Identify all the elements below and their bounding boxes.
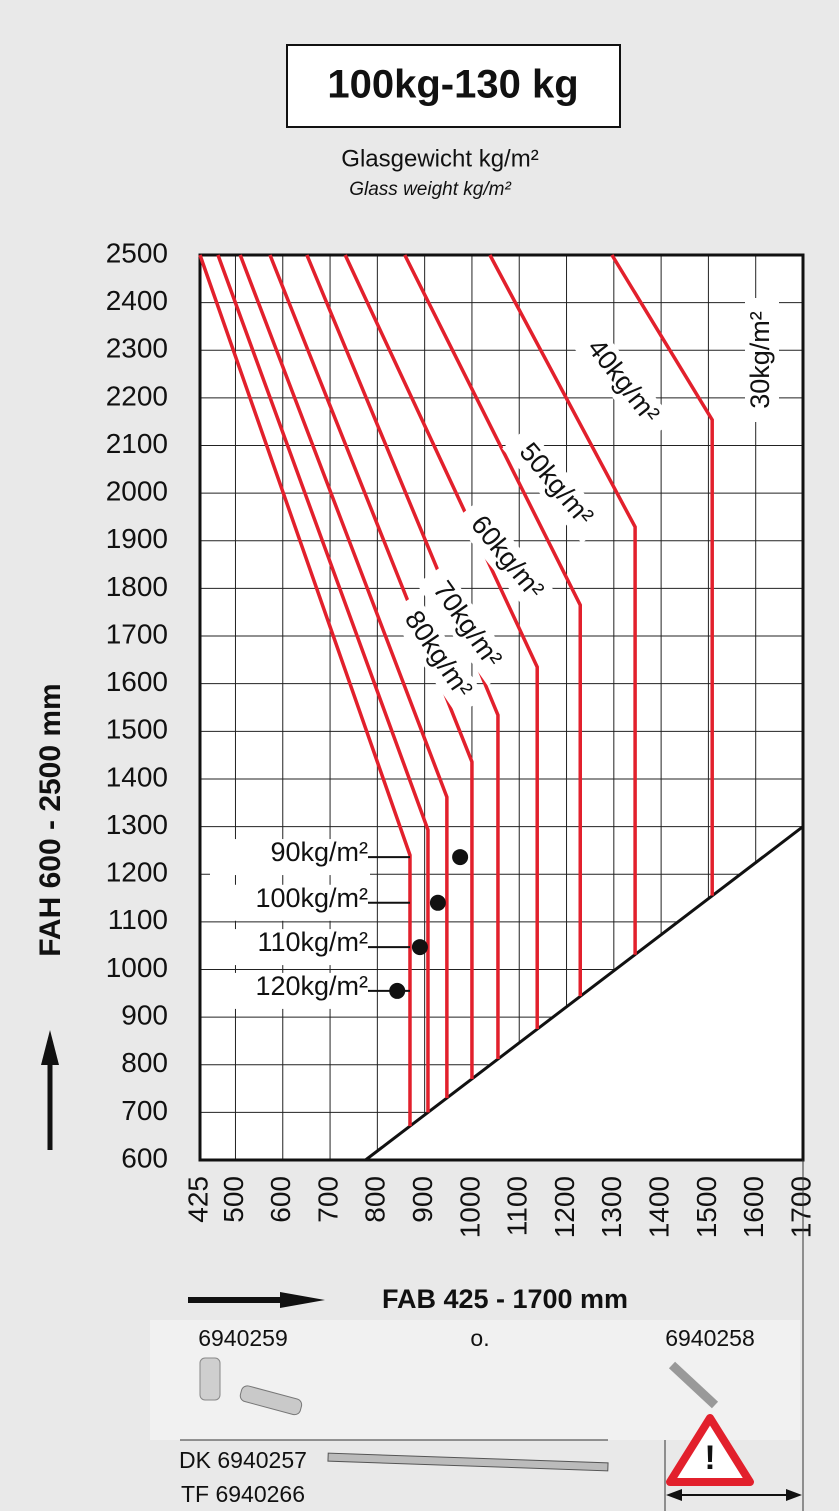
- warning-mark: !: [704, 1439, 715, 1477]
- y-tick-label: 1800: [106, 571, 168, 602]
- label-bg: [745, 298, 779, 422]
- curve: [268, 254, 474, 1080]
- subtitle: Glasgewicht kg/m²: [341, 145, 538, 172]
- x-tick-label: 500: [218, 1176, 249, 1223]
- curve: [198, 254, 412, 1127]
- y-tick-label: 1600: [106, 666, 168, 697]
- y-tick-label: 600: [121, 1142, 168, 1173]
- y-tick-label: 2000: [106, 476, 168, 507]
- point-label: 90kg/m²: [270, 837, 368, 867]
- boundary-line: [364, 825, 804, 1162]
- point: [429, 894, 446, 911]
- x-tick-label: 1300: [596, 1176, 627, 1238]
- y-tick-label: 1200: [106, 857, 168, 888]
- curve: [305, 254, 500, 1060]
- subtitle-en: Glass weight kg/m²: [349, 179, 511, 200]
- point: [452, 849, 469, 866]
- y-tick-label: 1500: [106, 714, 168, 745]
- y-tick-label: 1000: [106, 952, 168, 983]
- curve: [343, 254, 539, 1030]
- screw-icon: [668, 1361, 719, 1409]
- chart-title: 100kg-130 kg: [327, 63, 578, 107]
- label-bg: [210, 884, 370, 921]
- y-tick-label: 1400: [106, 761, 168, 792]
- y-tick-label: 2200: [106, 380, 168, 411]
- label-bg: [502, 426, 608, 544]
- y-tick-label: 2300: [106, 333, 168, 364]
- dimension-arrow-head: [786, 1489, 802, 1501]
- x-tick-label: 1000: [454, 1176, 485, 1238]
- label-bg: [210, 972, 370, 1009]
- point-label: 120kg/m²: [255, 971, 368, 1001]
- x-tick-label: 1400: [644, 1176, 675, 1238]
- y-tick-label: 1100: [108, 904, 168, 935]
- curve: [610, 254, 714, 896]
- x-tick-label: 600: [265, 1176, 296, 1223]
- rod-icon: [327, 1452, 609, 1472]
- curve-label: 30kg/m²: [745, 311, 775, 409]
- x-axis-label: FAB 425 - 1700 mm: [382, 1284, 628, 1314]
- x-arrow-head: [280, 1292, 325, 1308]
- part-code: TF 6940266: [181, 1481, 305, 1507]
- sleeve-icon: [199, 1357, 221, 1401]
- x-tick-label: 1600: [738, 1176, 769, 1238]
- y-tick-label: 800: [121, 1047, 168, 1078]
- y-tick-label: 1300: [106, 809, 168, 840]
- y-tick-label: 1900: [106, 523, 168, 554]
- x-tick-label: 800: [360, 1176, 391, 1223]
- curve: [238, 254, 449, 1099]
- point: [411, 939, 428, 956]
- curve: [488, 254, 637, 955]
- label-bg: [210, 929, 370, 966]
- y-axis-label: FAH 600 - 2500 mm: [34, 683, 67, 956]
- y-tick-label: 700: [121, 1095, 168, 1126]
- label-bg: [388, 594, 486, 716]
- label-bg: [570, 322, 674, 442]
- curve: [216, 254, 430, 1113]
- y-tick-label: 900: [121, 999, 168, 1030]
- y-tick-label: 2500: [106, 237, 168, 268]
- part-code: 6940259: [198, 1325, 288, 1351]
- x-tick-label: 900: [407, 1176, 438, 1223]
- x-tick-label: 1700: [785, 1176, 816, 1238]
- x-tick-label: 425: [182, 1176, 213, 1223]
- label-bg: [210, 839, 370, 876]
- curve: [403, 254, 582, 997]
- screw-icon: [239, 1385, 303, 1416]
- label-bg: [416, 564, 516, 686]
- part-code: 6940258: [665, 1325, 755, 1351]
- dimension-arrow-head: [666, 1489, 682, 1501]
- part-or: o.: [470, 1325, 489, 1351]
- y-arrow-head: [41, 1030, 59, 1065]
- y-tick-label: 2100: [106, 428, 168, 459]
- part-code: DK 6940257: [179, 1447, 307, 1473]
- x-tick-label: 1100: [502, 1176, 533, 1236]
- point-label: 110kg/m²: [257, 927, 368, 957]
- y-tick-label: 1700: [106, 618, 168, 649]
- title-box: [286, 44, 621, 128]
- plot: 425 500 600 700 800 900 1000 1100 1200 1300 1400 15…: [106, 237, 817, 1238]
- point-label: 100kg/m²: [255, 883, 368, 913]
- x-tick-label: 1200: [549, 1176, 580, 1238]
- x-tick-label: 1500: [691, 1176, 722, 1238]
- plot-frame: [198, 253, 805, 1162]
- y-tick-label: 2400: [106, 285, 168, 316]
- point: [389, 982, 406, 999]
- label-bg: [453, 499, 559, 617]
- warning-icon: [666, 1414, 754, 1486]
- x-tick-label: 700: [312, 1176, 343, 1223]
